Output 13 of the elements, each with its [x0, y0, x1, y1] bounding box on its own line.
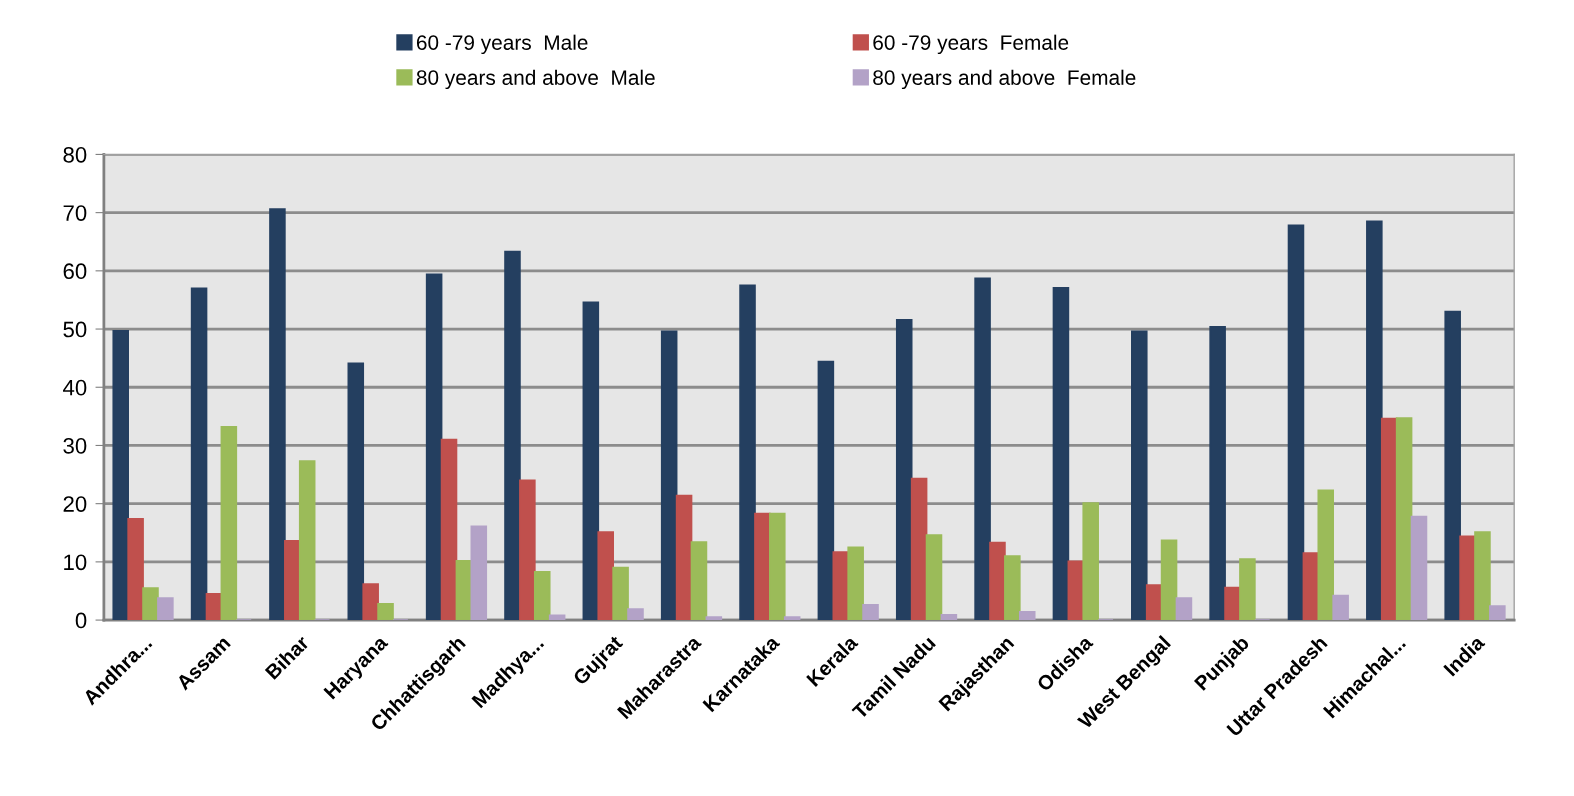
- legend-label: 60 -79 years Female: [873, 34, 1069, 55]
- y-tick-label: 20: [63, 496, 87, 512]
- legend-label: 80 years and above Male: [416, 69, 655, 90]
- y-tick-label: 30: [63, 438, 87, 454]
- y-tick-label: 50: [63, 321, 87, 338]
- legend-label: 60 -79 years Male: [416, 34, 588, 55]
- y-tick-label: 80: [63, 146, 87, 163]
- y-tick-label: 40: [63, 379, 87, 396]
- y-tick-label: 70: [63, 205, 87, 221]
- y-tick-label: 10: [64, 554, 87, 571]
- y-tick-label: 0: [75, 612, 87, 629]
- legend-label: 80 years and above Female: [873, 69, 1136, 90]
- y-tick-label: 60: [63, 263, 87, 280]
